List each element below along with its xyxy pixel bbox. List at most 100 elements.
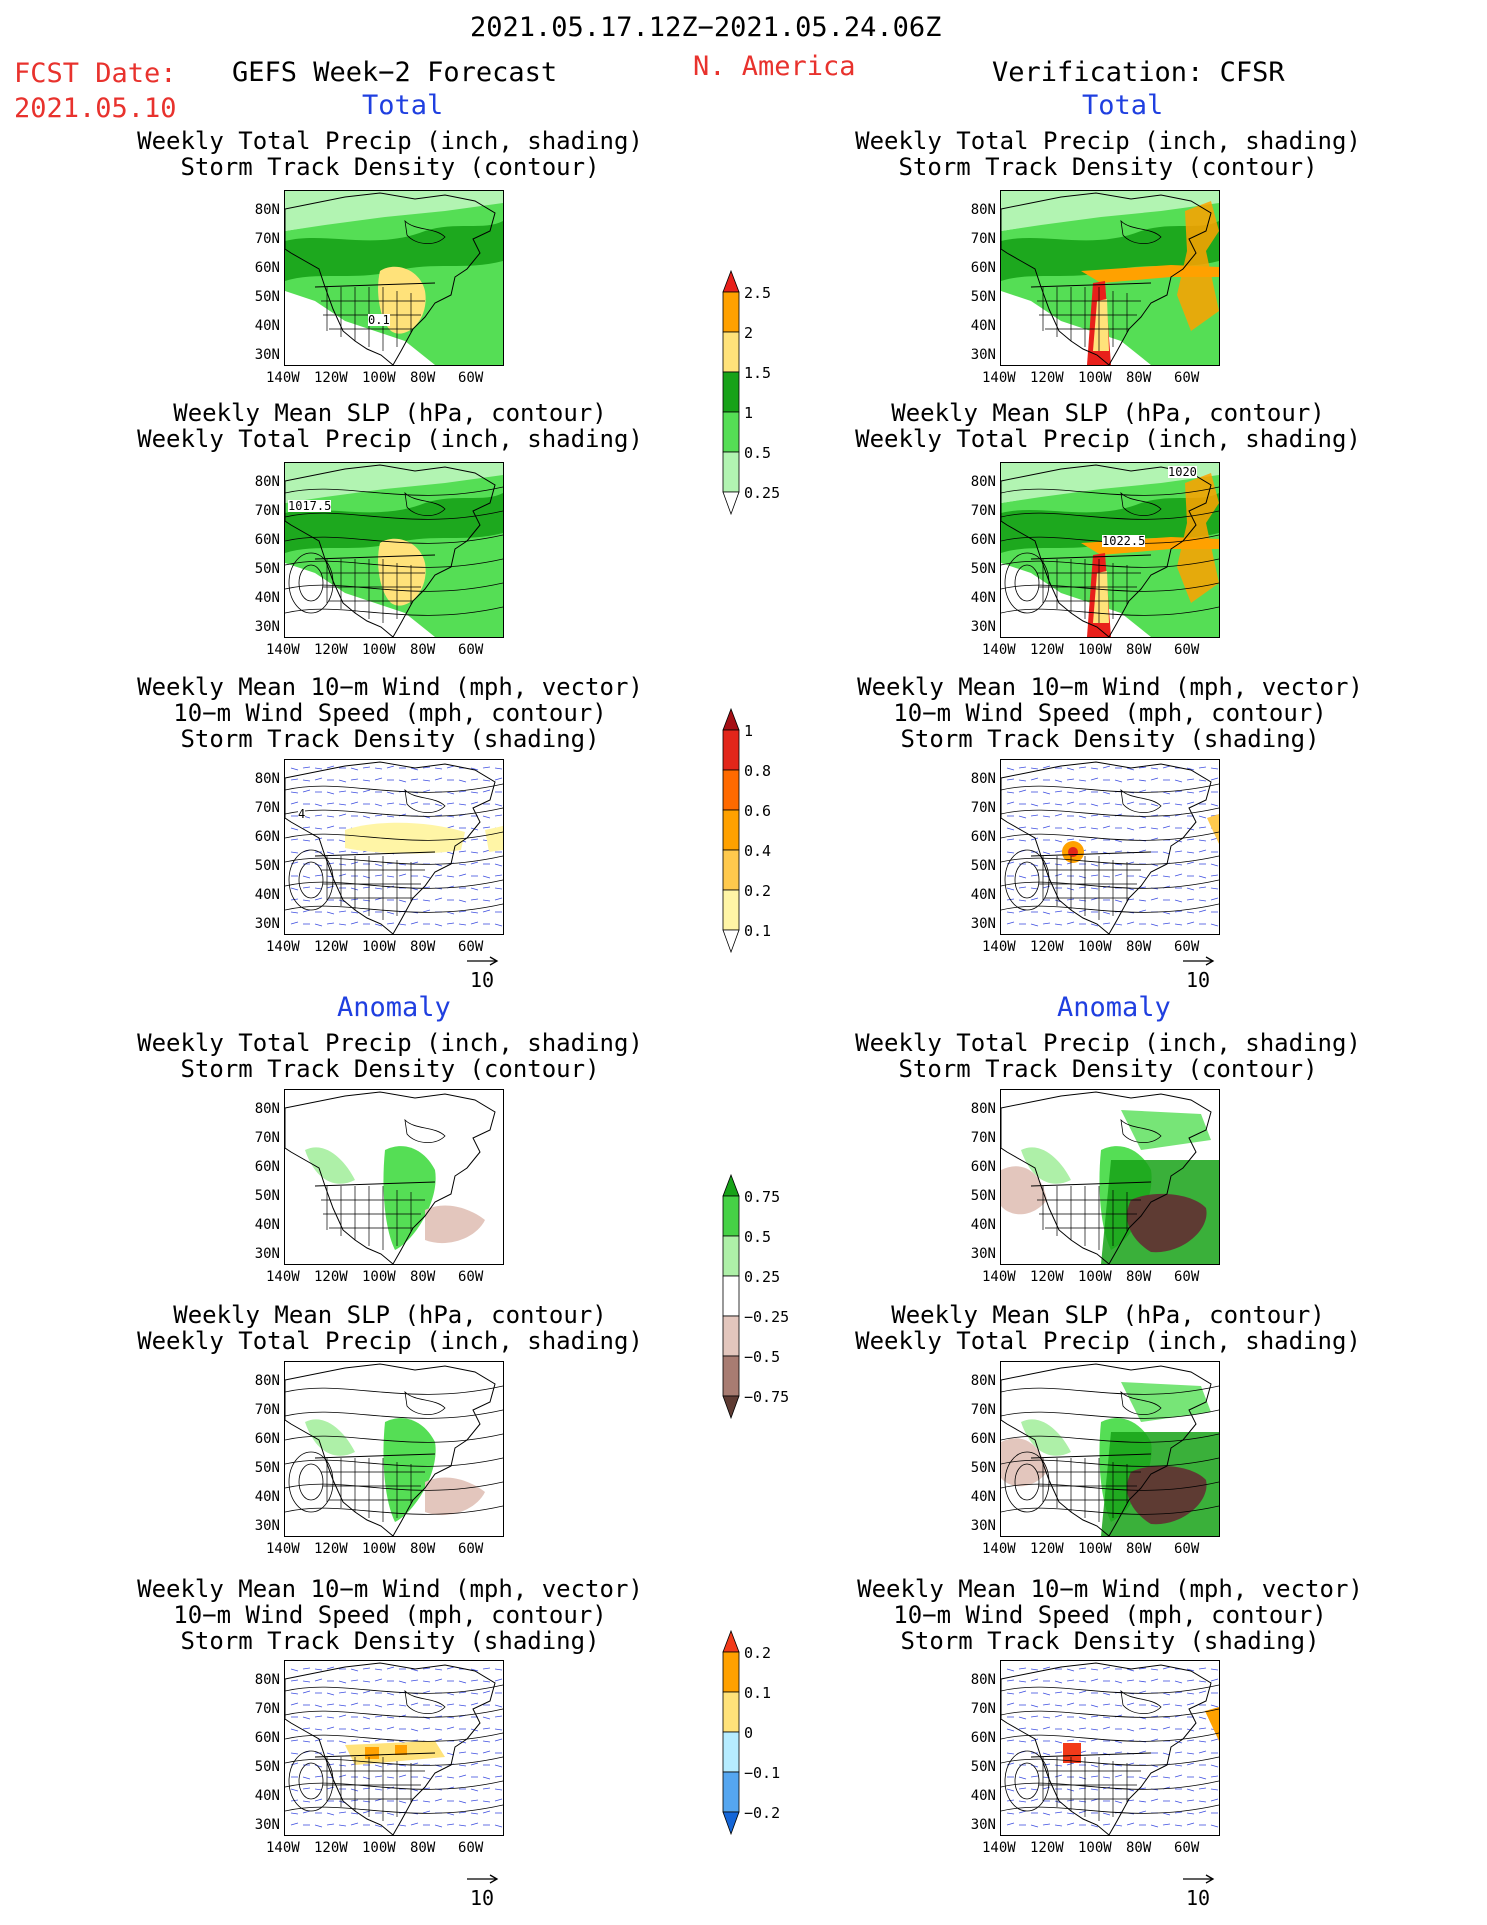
wind-vector	[1198, 1787, 1207, 1790]
wind-vector	[1186, 1822, 1195, 1826]
wind-vector	[1162, 1716, 1171, 1719]
lon-tick-label: 100W	[362, 370, 396, 386]
colorbar-swatch	[722, 849, 740, 891]
lat-tick-label: 40N	[254, 318, 280, 334]
panel-title-forecast-slp-anom: Weekly Mean SLP (hPa, contour) Weekly To…	[137, 1301, 643, 1355]
wind-vector	[1030, 1678, 1039, 1682]
wind-vector	[1054, 839, 1063, 843]
wind-vector	[458, 1751, 467, 1754]
wind-vector	[1090, 923, 1099, 927]
wind-vector	[1126, 1679, 1135, 1682]
contour-line	[298, 1463, 324, 1501]
wind-vector	[1042, 791, 1051, 795]
contour-line	[1001, 1732, 1219, 1742]
wind-vector	[458, 1704, 467, 1707]
wind-vector	[422, 909, 431, 913]
contour-line	[285, 1756, 503, 1766]
wind-vector	[1174, 1824, 1183, 1827]
anom-shade	[383, 1146, 436, 1250]
wind-vector	[1030, 837, 1039, 841]
contour-label: 4	[298, 807, 306, 821]
wind-vector	[482, 779, 491, 782]
state-borders	[1037, 287, 1141, 351]
wind-vector	[350, 861, 359, 865]
map-forecast-anom-wind	[284, 1660, 504, 1836]
coastline	[404, 1118, 446, 1143]
lon-tick-label: 100W	[362, 939, 396, 955]
map-verif-total-precip	[1000, 190, 1220, 366]
wind-vector	[1054, 1824, 1063, 1827]
wind-vector	[1126, 1728, 1135, 1732]
storm-shade	[1205, 1707, 1219, 1741]
colorbar-swatch	[722, 411, 740, 453]
lon-tick-label: 60W	[458, 939, 484, 955]
lon-tick-label: 60W	[1174, 1541, 1200, 1557]
wind-vector	[470, 801, 479, 805]
wind-vector	[1030, 1788, 1039, 1791]
wind-vector	[1090, 863, 1099, 867]
wind-vector	[1078, 826, 1087, 829]
lat-tick-label: 60N	[254, 1431, 280, 1447]
wind-vector	[482, 826, 491, 829]
border-line	[1030, 1453, 1152, 1459]
colorbar-swatch	[722, 291, 740, 333]
wind-vector	[410, 1702, 419, 1706]
contour-line	[298, 564, 324, 602]
wind-vector	[290, 887, 299, 891]
wind-vector	[446, 1666, 455, 1670]
panel-title-verif-precip: Weekly Total Precip (inch, shading) Stor…	[855, 127, 1361, 181]
wind-vector	[1198, 849, 1207, 853]
colorbar-swatch	[722, 1315, 740, 1357]
anom-shade	[305, 1419, 355, 1456]
lat-tick-label: 60N	[970, 532, 996, 548]
wind-vector	[1114, 873, 1123, 877]
period-title: 2021.05.17.12Z−2021.05.24.06Z	[470, 12, 942, 43]
wind-vector	[1030, 897, 1039, 901]
coastline	[1001, 1363, 1212, 1536]
wind-vector	[338, 1774, 347, 1778]
wind-vector	[1102, 1692, 1111, 1696]
panel-title-forecast-wind-anom: Weekly Mean 10−m Wind (mph, vector) 10−m…	[137, 1575, 643, 1655]
wind-vector	[314, 1798, 323, 1802]
wind-vector	[1198, 779, 1207, 782]
wind-vector	[338, 1740, 347, 1744]
panel-title-forecast-precip-anom: Weekly Total Precip (inch, shading) Stor…	[137, 1029, 643, 1083]
precip-shade	[1001, 463, 1219, 503]
wind-vector	[374, 1678, 383, 1682]
wind-vector	[338, 839, 347, 843]
wind-vector	[1114, 1800, 1123, 1804]
contour-line	[285, 1684, 503, 1694]
precip-shade	[1177, 201, 1219, 331]
arrow-right-icon	[467, 1874, 499, 1884]
wind-vector	[1138, 1690, 1147, 1694]
wind-vector	[470, 791, 479, 794]
contour-line	[1001, 1433, 1219, 1443]
wind-vector	[302, 1667, 311, 1670]
wind-vector	[1030, 1824, 1039, 1828]
lat-tick-label: 30N	[970, 1817, 996, 1833]
wind-vector	[374, 887, 383, 890]
wind-vector	[1078, 1667, 1087, 1670]
lon-tick-label: 80W	[410, 370, 436, 386]
storm-shade	[345, 822, 465, 854]
lon-tick-label: 60W	[458, 642, 484, 658]
wind-vector	[1150, 803, 1159, 807]
section-anomaly-verification: Anomaly	[1057, 992, 1171, 1023]
wind-vector	[1186, 861, 1195, 865]
wind-vector	[470, 1679, 479, 1682]
wind-vector	[470, 851, 479, 854]
wind-vector	[1162, 1726, 1171, 1730]
arrow-right-icon	[467, 956, 499, 966]
wind-vector	[470, 861, 479, 865]
contour-line	[285, 1708, 503, 1718]
wind-vector	[338, 813, 347, 817]
wind-vector	[1150, 1678, 1159, 1682]
coastline	[285, 192, 496, 365]
lat-tick-label: 80N	[970, 1373, 996, 1389]
wind-vector	[1066, 1822, 1075, 1826]
wind-vector	[1198, 1680, 1207, 1683]
lon-tick-label: 100W	[1078, 939, 1112, 955]
contour-line	[1001, 582, 1219, 592]
lon-tick-label: 60W	[1174, 642, 1200, 658]
contour-line	[285, 1804, 503, 1814]
